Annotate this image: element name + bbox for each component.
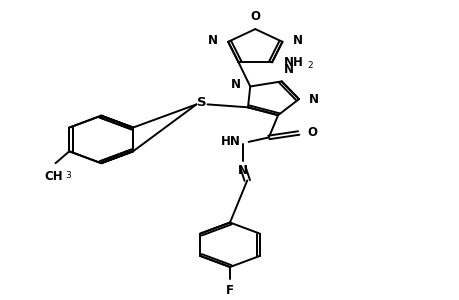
Text: N: N (283, 63, 293, 76)
Text: N: N (230, 79, 241, 92)
Text: F: F (225, 284, 234, 297)
Text: 3: 3 (66, 171, 71, 180)
Text: S: S (197, 96, 207, 110)
Text: CH: CH (44, 170, 62, 183)
Text: NH: NH (283, 56, 303, 69)
Text: N: N (308, 93, 319, 106)
Text: O: O (250, 10, 260, 22)
Text: N: N (207, 34, 218, 47)
Text: N: N (292, 34, 302, 47)
Text: HN: HN (220, 135, 240, 148)
Text: O: O (307, 126, 316, 139)
Text: N: N (237, 164, 247, 177)
Text: 2: 2 (307, 61, 313, 70)
